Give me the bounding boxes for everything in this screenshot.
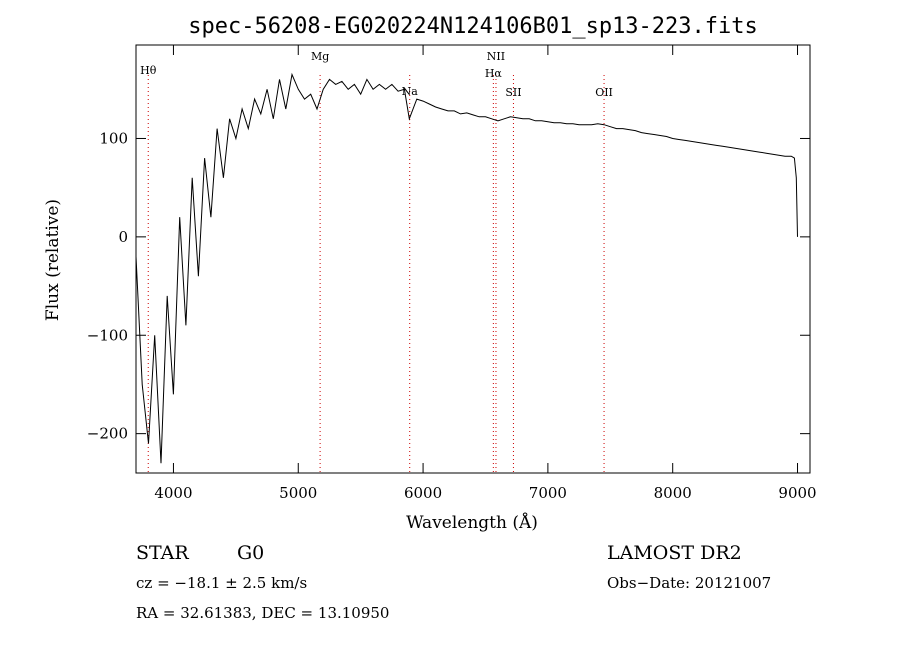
line-marker-label: Na bbox=[402, 85, 419, 98]
coordinates-text: RA = 32.61383, DEC = 13.10950 bbox=[136, 604, 390, 622]
x-axis-label: Wavelength (Å) bbox=[406, 512, 538, 533]
object-class: STAR bbox=[136, 542, 189, 564]
x-tick-label: 9000 bbox=[778, 484, 816, 502]
x-tick-label: 4000 bbox=[154, 484, 192, 502]
x-tick-label: 5000 bbox=[279, 484, 317, 502]
chart-title: spec-56208-EG020224N124106B01_sp13-223.f… bbox=[188, 14, 758, 39]
line-marker-label: SII bbox=[505, 86, 521, 99]
redshift-text: cz = −18.1 ± 2.5 km/s bbox=[136, 574, 308, 592]
y-tick-label: 0 bbox=[118, 228, 128, 246]
object-subclass: G0 bbox=[237, 542, 265, 564]
survey-name: LAMOST DR2 bbox=[607, 542, 742, 564]
y-tick-label: −200 bbox=[87, 425, 128, 443]
x-tick-label: 7000 bbox=[529, 484, 567, 502]
obs-date-text: Obs−Date: 20121007 bbox=[607, 574, 772, 592]
spectrum-line bbox=[135, 72, 798, 464]
y-axis-label: Flux (relative) bbox=[43, 199, 63, 321]
y-tick-label: 100 bbox=[99, 129, 128, 147]
x-tick-label: 6000 bbox=[404, 484, 442, 502]
x-tick-label: 8000 bbox=[654, 484, 692, 502]
line-marker-label: OII bbox=[595, 86, 613, 99]
line-marker-label: Mg bbox=[311, 50, 329, 63]
line-marker-label: Hα bbox=[485, 67, 503, 80]
y-tick-label: −100 bbox=[87, 326, 128, 344]
plot-frame bbox=[135, 44, 811, 474]
line-marker-label: NII bbox=[487, 50, 505, 63]
line-marker-label: Hθ bbox=[140, 64, 157, 77]
